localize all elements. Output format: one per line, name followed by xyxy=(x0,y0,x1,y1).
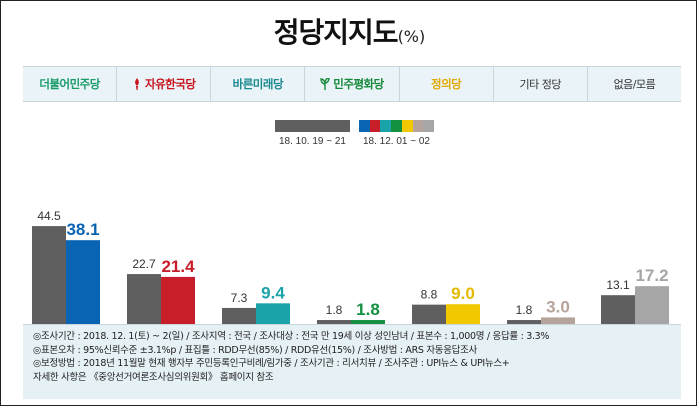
bar-current xyxy=(635,286,669,324)
footnote-line: ◎조사기간 : 2018. 12. 1(토) ~ 2(일) / 조사지역 : 전… xyxy=(33,331,550,342)
bar-previous xyxy=(317,320,351,324)
legend-swatch-segment xyxy=(412,120,424,132)
legend-swatch-segment xyxy=(275,120,350,132)
party-label: 더불어민주당 xyxy=(39,77,100,91)
legend-swatch-segment xyxy=(391,120,402,132)
bar-current xyxy=(351,320,385,324)
legend-swatch-segment xyxy=(369,120,381,132)
sprout-icon xyxy=(320,78,330,90)
legend-swatch-segment xyxy=(359,120,370,132)
legend: 18. 10. 19 ~ 21 18. 12. 01 ~ 02 xyxy=(1,120,698,150)
value-label-previous: 44.5 xyxy=(37,209,61,223)
value-label-previous: 1.8 xyxy=(326,303,343,317)
legend-swatch-segment xyxy=(423,120,435,132)
bar-current xyxy=(541,317,575,324)
party-label: 자유한국당 xyxy=(145,77,196,91)
legend-swatch-segment xyxy=(401,120,413,132)
value-label-current: 3.0 xyxy=(546,297,570,316)
legend-swatch-segment xyxy=(380,120,392,132)
bar-previous xyxy=(412,304,446,324)
bar-previous xyxy=(601,295,635,324)
party-header-row: 더불어민주당 자유한국당 바른미래당 민주평화당 정의당 기타 정당 없음/모름 xyxy=(23,66,681,102)
party-header-cell: 없음/모름 xyxy=(588,67,681,101)
party-label: 정의당 xyxy=(431,77,462,91)
value-label-previous: 13.1 xyxy=(606,278,630,292)
value-label-current: 1.8 xyxy=(356,300,380,319)
legend-item: 18. 10. 19 ~ 21 xyxy=(275,120,350,147)
value-label-current: 17.2 xyxy=(635,266,668,285)
party-header-cell: 정의당 xyxy=(400,67,494,101)
party-label: 바른미래당 xyxy=(232,77,284,91)
bar-current xyxy=(446,304,480,324)
value-label-current: 21.4 xyxy=(161,257,195,276)
title-unit: (%) xyxy=(397,27,426,46)
survey-footnotes: ◎조사기간 : 2018. 12. 1(토) ~ 2(일) / 조사지역 : 전… xyxy=(23,324,681,399)
party-label: 기타 정당 xyxy=(519,78,562,91)
value-label-previous: 7.3 xyxy=(231,291,248,305)
legend-item: 18. 12. 01 ~ 02 xyxy=(359,120,435,147)
value-label-previous: 8.8 xyxy=(421,288,438,302)
torch-icon xyxy=(135,78,139,90)
bar-current xyxy=(161,276,195,324)
value-label-current: 9.4 xyxy=(261,283,285,302)
value-label-previous: 22.7 xyxy=(132,257,156,271)
footnote-line: ◎표본오차 : 95%신뢰수준 ±3.1%p / 표집틀 : RDD무선(85%… xyxy=(33,344,477,356)
party-header-cell: 바른미래당 xyxy=(211,67,306,101)
bar-previous xyxy=(507,320,541,324)
legend-label: 18. 12. 01 ~ 02 xyxy=(362,136,430,147)
bar-current xyxy=(66,240,100,324)
chart-title: 정당지지도 xyxy=(273,16,399,49)
legend-swatch xyxy=(359,120,435,132)
value-label-previous: 1.8 xyxy=(516,303,533,317)
legend-swatch xyxy=(275,120,350,132)
title-area: 정당지지도(%) xyxy=(1,11,698,51)
footnote-line: 자세한 사항은 《중앙선거여론조사심의위원회》 홈페이지 참조 xyxy=(33,371,274,383)
party-header-cell: 민주평화당 xyxy=(305,67,400,101)
footnote-line: ◎보정방법 : 2018년 11월말 현재 행자부 주민등록인구비례/림가중 /… xyxy=(33,358,510,369)
party-label: 민주평화당 xyxy=(333,77,384,91)
party-header-cell: 자유한국당 xyxy=(117,67,212,101)
party-header-cell: 더불어민주당 xyxy=(23,67,118,101)
bar-previous xyxy=(32,226,66,324)
bar-current xyxy=(256,303,290,324)
bar-previous xyxy=(127,274,161,324)
value-label-current: 9.0 xyxy=(451,284,475,303)
party-label: 없음/모름 xyxy=(613,78,656,91)
party-header-cell: 기타 정당 xyxy=(494,67,588,101)
bar-previous xyxy=(222,307,256,324)
legend-label: 18. 10. 19 ~ 21 xyxy=(278,136,346,147)
value-label-current: 38.1 xyxy=(66,220,99,239)
